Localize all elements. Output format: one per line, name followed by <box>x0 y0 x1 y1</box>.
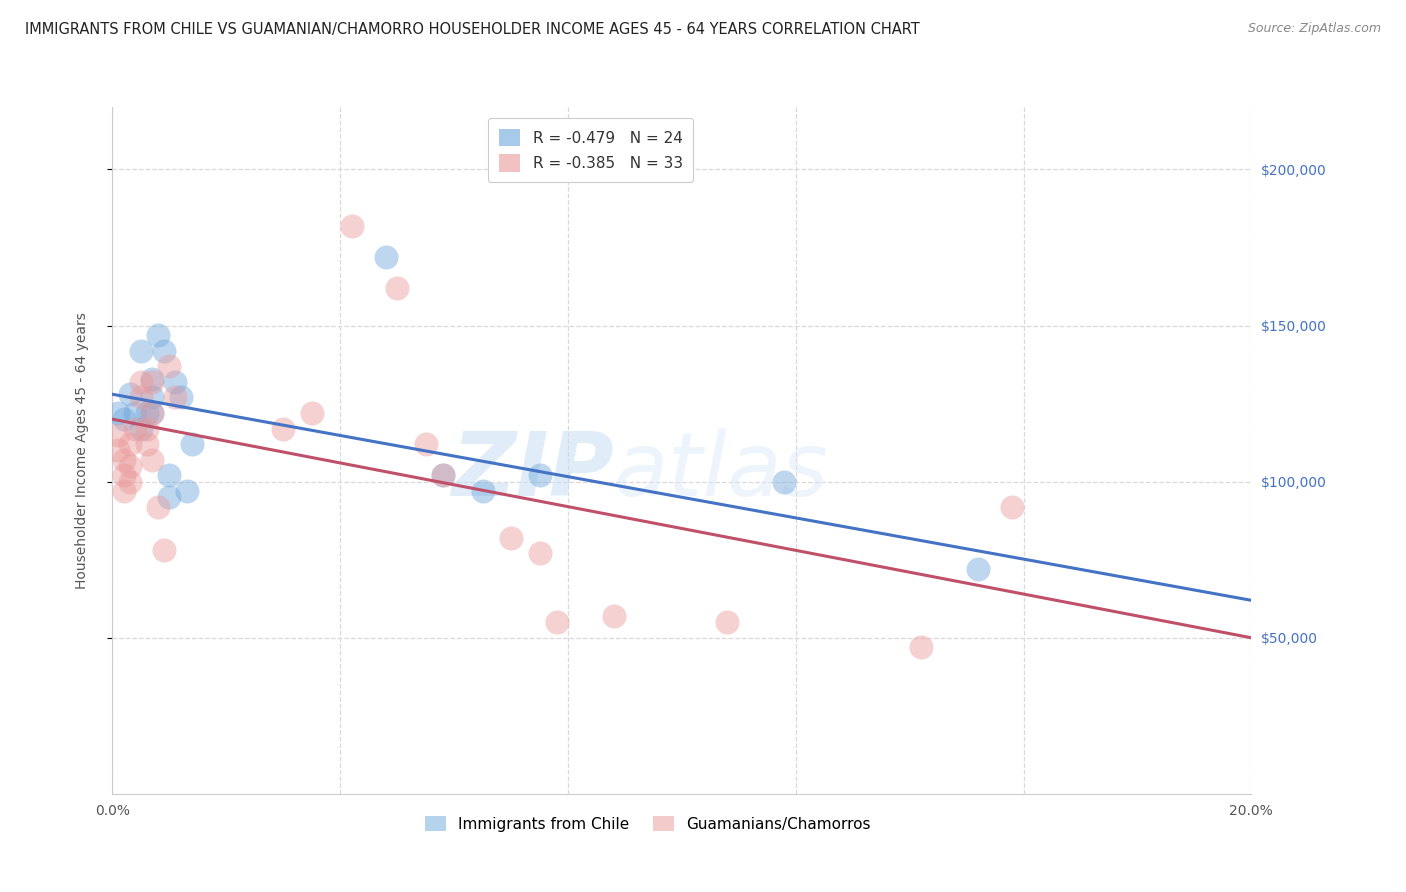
Point <box>152 543 174 558</box>
Point <box>773 475 796 489</box>
Point <box>112 483 135 498</box>
Point <box>432 468 454 483</box>
Point <box>159 468 180 483</box>
Point <box>118 458 141 473</box>
Point <box>176 483 198 498</box>
Point <box>107 427 129 442</box>
Point <box>165 391 187 405</box>
Point <box>165 375 187 389</box>
Point <box>135 406 157 420</box>
Point <box>141 391 163 405</box>
Point <box>141 406 163 420</box>
Point <box>271 422 295 436</box>
Text: Source: ZipAtlas.com: Source: ZipAtlas.com <box>1247 22 1381 36</box>
Point <box>374 250 396 264</box>
Y-axis label: Householder Income Ages 45 - 64 years: Householder Income Ages 45 - 64 years <box>75 312 89 589</box>
Point <box>170 391 193 405</box>
Point <box>159 359 180 373</box>
Point <box>141 375 163 389</box>
Legend: Immigrants from Chile, Guamanians/Chamorros: Immigrants from Chile, Guamanians/Chamor… <box>419 810 877 838</box>
Point <box>124 422 146 436</box>
Point <box>546 615 568 630</box>
Point <box>340 219 363 233</box>
Point <box>118 475 141 489</box>
Point <box>301 406 323 420</box>
Point <box>415 437 437 451</box>
Point <box>135 422 157 436</box>
Point <box>141 371 163 385</box>
Point <box>141 406 163 420</box>
Point <box>385 281 409 295</box>
Point <box>124 406 146 420</box>
Point <box>471 483 494 498</box>
Point <box>118 387 141 401</box>
Point <box>181 437 204 451</box>
Point <box>112 452 135 467</box>
Point <box>602 608 624 623</box>
Point <box>716 615 738 630</box>
Point <box>129 343 152 358</box>
Point <box>107 443 129 458</box>
Point <box>529 468 551 483</box>
Point <box>146 328 169 343</box>
Point <box>529 546 551 561</box>
Point <box>129 391 152 405</box>
Text: atlas: atlas <box>613 428 828 514</box>
Point <box>910 640 932 655</box>
Point <box>107 406 129 420</box>
Point <box>118 437 141 451</box>
Point <box>159 490 180 504</box>
Point <box>967 562 990 576</box>
Text: IMMIGRANTS FROM CHILE VS GUAMANIAN/CHAMORRO HOUSEHOLDER INCOME AGES 45 - 64 YEAR: IMMIGRANTS FROM CHILE VS GUAMANIAN/CHAMO… <box>25 22 920 37</box>
Point <box>501 531 523 545</box>
Point <box>141 452 163 467</box>
Point <box>432 468 454 483</box>
Point <box>112 412 135 426</box>
Point <box>112 468 135 483</box>
Point <box>135 437 157 451</box>
Point <box>129 422 152 436</box>
Point <box>146 500 169 514</box>
Point <box>152 343 174 358</box>
Point <box>1001 500 1024 514</box>
Text: ZIP: ZIP <box>451 427 613 515</box>
Point <box>129 375 152 389</box>
